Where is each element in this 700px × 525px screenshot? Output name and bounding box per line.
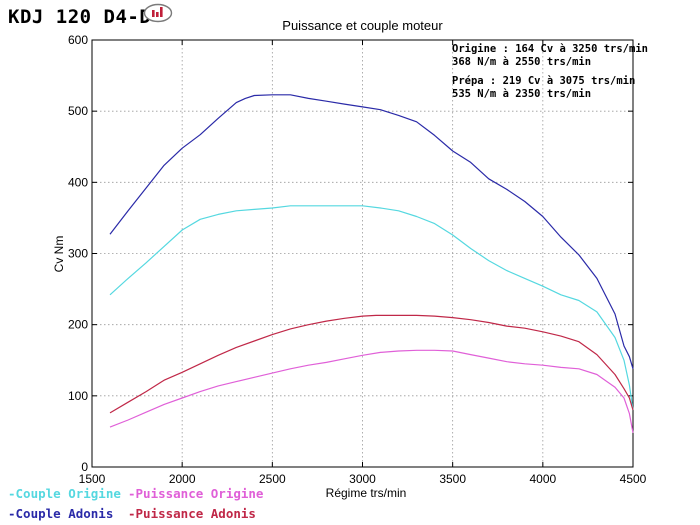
series-line-couple-origine bbox=[109, 205, 634, 411]
x-tick-label: 1500 bbox=[79, 472, 106, 486]
y-tick-label: 200 bbox=[68, 318, 88, 332]
chart-title: Puissance et couple moteur bbox=[282, 18, 443, 33]
x-tick-label: 2000 bbox=[169, 472, 196, 486]
y-tick-label: 500 bbox=[68, 104, 88, 118]
page-title: KDJ 120 D4-D bbox=[8, 6, 152, 28]
y-tick-label: 300 bbox=[68, 247, 88, 261]
annotation-prepa-torque: 535 N/m à 2350 trs/min bbox=[452, 88, 592, 100]
legend-couple-origine: -Couple Origine bbox=[8, 486, 121, 501]
annotation-box: Origine : 164 Cv à 3250 trs/min 368 N/m … bbox=[452, 43, 648, 101]
grid bbox=[92, 40, 633, 467]
x-tick-label: 4500 bbox=[620, 472, 647, 486]
y-tick-label: 400 bbox=[68, 175, 88, 189]
legend-couple-adonis: -Couple Adonis bbox=[8, 506, 114, 521]
series-line-puissance-origine bbox=[109, 349, 634, 433]
annotation-origine-power: Origine : 164 Cv à 3250 trs/min bbox=[452, 43, 648, 55]
series-line-couple-adonis bbox=[109, 94, 634, 369]
annotation-prepa-power: Prépa : 219 Cv à 3075 trs/min bbox=[452, 75, 636, 87]
y-tick-label: 100 bbox=[68, 389, 88, 403]
series-line-puissance-adonis bbox=[109, 314, 634, 414]
y-tick-label: 0 bbox=[81, 460, 88, 474]
annotation-origine-torque: 368 N/m à 2550 trs/min bbox=[452, 56, 592, 68]
axis-ticks: 1500 2000 2500 3000 3500 4000 4500 0 100 200 300 40… bbox=[68, 33, 647, 486]
logo-icon bbox=[143, 3, 173, 23]
y-axis-label: Cv Nm bbox=[52, 236, 66, 273]
x-tick-label: 3500 bbox=[439, 472, 466, 486]
y-tick-label: 600 bbox=[68, 33, 88, 47]
x-tick-label: 2500 bbox=[259, 472, 286, 486]
series-lines bbox=[109, 94, 634, 433]
legend-puissance-origine: -Puissance Origine bbox=[128, 486, 264, 501]
legend-puissance-adonis: -Puissance Adonis bbox=[128, 506, 256, 521]
x-axis-label: Régime trs/min bbox=[326, 486, 407, 500]
x-tick-label: 3000 bbox=[349, 472, 376, 486]
x-tick-label: 4000 bbox=[529, 472, 556, 486]
